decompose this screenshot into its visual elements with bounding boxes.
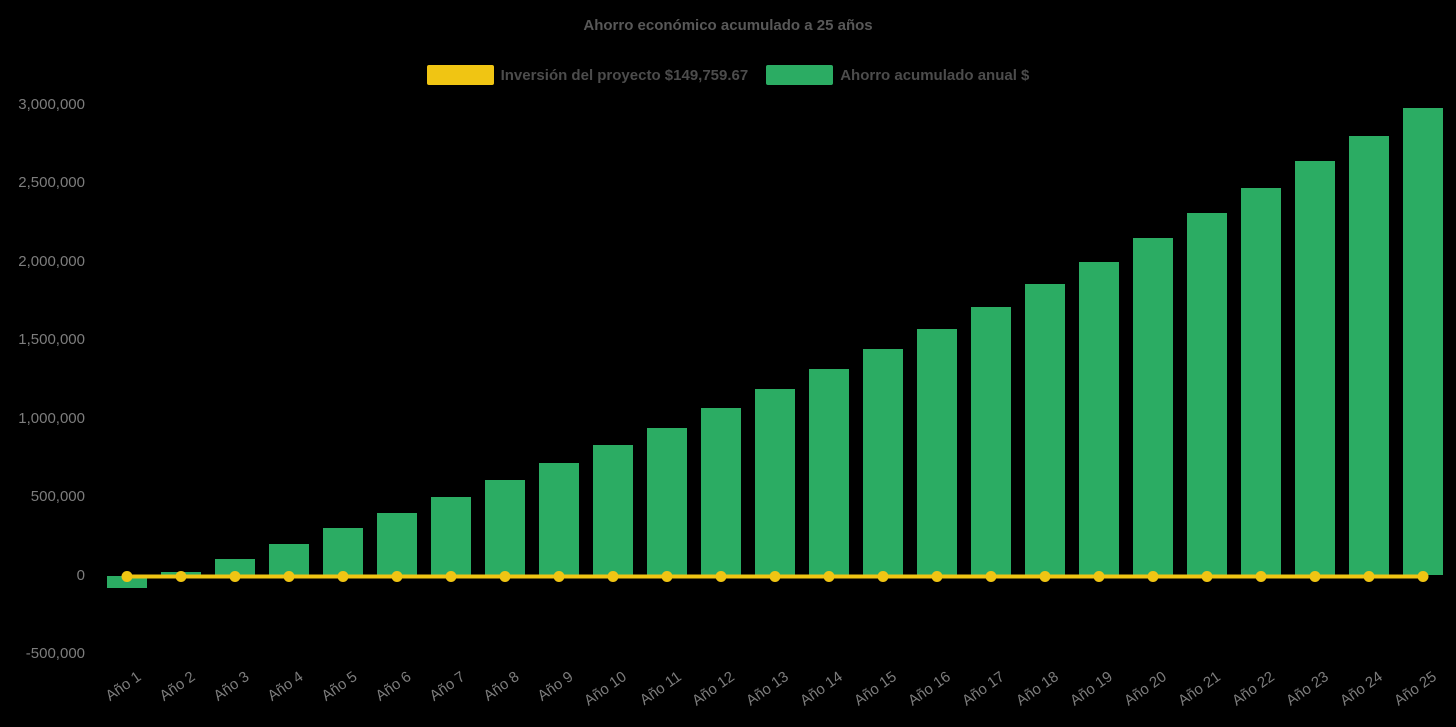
investment-line-marker[interactable]	[1255, 571, 1267, 582]
investment-line-marker[interactable]	[877, 571, 889, 582]
bar-año-6[interactable]	[377, 513, 417, 576]
bar-año-13[interactable]	[755, 389, 795, 576]
bar-año-14[interactable]	[809, 369, 849, 576]
investment-line-marker[interactable]	[1039, 571, 1051, 582]
y-axis-tick-label: 1,000,000	[18, 409, 85, 427]
investment-line-marker[interactable]	[283, 571, 295, 582]
chart-title: Ahorro económico acumulado a 25 años	[583, 17, 873, 34]
legend-item-investment[interactable]: Inversión del proyecto $149,759.67	[426, 65, 749, 85]
investment-line-marker[interactable]	[931, 571, 943, 582]
bar-año-4[interactable]	[269, 544, 309, 576]
bar-año-23[interactable]	[1295, 161, 1335, 576]
bar-año-7[interactable]	[431, 497, 471, 576]
investment-line-marker[interactable]	[661, 571, 673, 582]
bar-año-21[interactable]	[1187, 212, 1227, 576]
investment-line-marker[interactable]	[121, 571, 133, 582]
investment-line-marker[interactable]	[553, 571, 565, 582]
y-axis-tick-label: 2,500,000	[18, 174, 85, 191]
y-axis-tick-label: -500,000	[25, 645, 85, 662]
investment-line-marker[interactable]	[607, 571, 619, 582]
legend-label-investment: Inversión del proyecto $149,759.67	[500, 66, 749, 84]
investment-line-marker[interactable]	[823, 571, 835, 582]
investment-line-marker[interactable]	[175, 571, 187, 582]
legend-item-savings[interactable]: Ahorro acumulado anual $	[766, 65, 1029, 85]
investment-line-marker[interactable]	[715, 571, 727, 582]
investment-line-marker[interactable]	[391, 571, 403, 582]
investment-line-marker[interactable]	[1417, 571, 1429, 582]
investment-line-marker[interactable]	[1201, 571, 1213, 582]
bar-año-11[interactable]	[647, 427, 687, 576]
legend-label-savings: Ahorro acumulado anual $	[840, 66, 1030, 84]
bar-año-18[interactable]	[1025, 284, 1065, 576]
y-axis-tick-label: 2,000,000	[18, 252, 85, 270]
bar-año-16[interactable]	[917, 329, 957, 576]
investment-line-marker[interactable]	[445, 571, 457, 582]
bar-año-3[interactable]	[215, 558, 255, 576]
investment-line-marker[interactable]	[985, 571, 997, 582]
bar-año-15[interactable]	[863, 349, 903, 576]
investment-line-marker[interactable]	[229, 571, 241, 582]
y-axis-tick-label: 500,000	[30, 488, 85, 505]
legend: Inversión del proyecto $149,759.67 Ahorr…	[0, 65, 1456, 85]
bar-año-10[interactable]	[593, 445, 633, 576]
y-axis-tick-label: 3,000,000	[18, 95, 85, 113]
bar-año-20[interactable]	[1133, 237, 1173, 576]
bar-año-5[interactable]	[323, 528, 363, 576]
bar-año-22[interactable]	[1241, 187, 1281, 576]
investment-line-marker[interactable]	[769, 571, 781, 582]
bar-año-19[interactable]	[1079, 261, 1119, 576]
investment-line-marker[interactable]	[499, 571, 511, 582]
bar-año-9[interactable]	[539, 462, 579, 576]
bar-año-24[interactable]	[1349, 135, 1389, 576]
bar-año-8[interactable]	[485, 480, 525, 576]
legend-swatch-investment-icon	[426, 65, 494, 85]
y-axis-tick-label: 1,500,000	[18, 331, 85, 348]
investment-line-marker[interactable]	[1147, 571, 1159, 582]
legend-swatch-savings-icon	[766, 65, 834, 85]
investment-line-marker[interactable]	[1093, 571, 1105, 582]
investment-line-marker[interactable]	[337, 571, 349, 582]
investment-line-marker[interactable]	[1309, 571, 1321, 582]
bar-año-25[interactable]	[1403, 107, 1443, 576]
y-axis-tick-label: 0	[76, 566, 85, 584]
investment-line-marker[interactable]	[1363, 571, 1375, 582]
bar-año-12[interactable]	[701, 408, 741, 576]
bar-año-17[interactable]	[971, 307, 1011, 576]
